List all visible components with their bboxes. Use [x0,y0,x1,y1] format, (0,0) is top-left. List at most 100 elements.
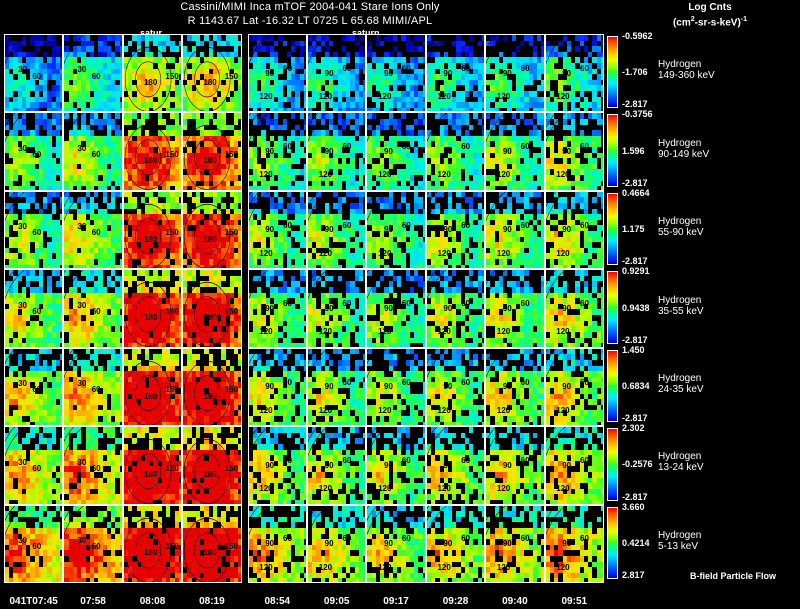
heatmap-panel[interactable]: 90 60 120 [366,505,425,583]
heatmap-panel[interactable]: 180 150 [182,34,241,112]
colorbar [607,36,618,108]
heatmap-panel[interactable]: 90 60 120 [366,191,425,269]
contour-label: 150 [225,229,238,237]
heatmap-panel[interactable]: 90 60 120 [485,348,544,426]
heatmap-panel[interactable]: 30 60 [4,34,63,112]
heatmap-panel[interactable]: 90 60 120 [307,426,366,504]
heatmap-panel[interactable]: 30 60 [63,112,122,190]
heatmap-panel[interactable]: 180 150 [182,112,241,190]
heatmap-panel[interactable]: 30 60 [63,191,122,269]
heatmap-panel[interactable]: 90 60 120 [545,348,604,426]
contour-label: 150 [165,308,178,316]
heatmap-panel[interactable]: 90 60 120 [426,191,485,269]
heatmap-panel[interactable]: 90 60 120 [366,348,425,426]
heatmap-panel[interactable]: 90 60 120 [307,348,366,426]
heatmap-panel[interactable]: 90 60 120 [248,269,307,347]
contour-label: 120 [319,328,332,336]
units-prefix: (cm [673,17,691,28]
heatmap-panel[interactable]: 30 60 [4,112,63,190]
heatmap-panel[interactable]: 180 150 [123,426,182,504]
heatmap-panel[interactable]: 90 60 120 [485,269,544,347]
heatmap-panel[interactable]: 180 150 [123,112,182,190]
heatmap-panel[interactable]: 30 60 [4,269,63,347]
colorbar-tick-bot: -2.817 [622,492,648,502]
heatmap-panel[interactable]: 90 60 120 [485,426,544,504]
heatmap-panel[interactable]: 90 60 120 [485,34,544,112]
heatmap-panel[interactable]: 90 60 120 [307,269,366,347]
colorbar-tick-top: -0.5962 [622,31,653,41]
contour-label: 180 [203,236,216,244]
heatmap-panel[interactable]: 180 150 [123,34,182,112]
heatmap-panel[interactable]: 180 150 [123,348,182,426]
heatmap-panel[interactable]: 90 60 120 [366,112,425,190]
heatmap-panel[interactable]: 180 150 [182,426,241,504]
contour-label: 60 [580,457,589,465]
heatmap-panel[interactable]: 90 60 120 [545,34,604,112]
heatmap-panel[interactable]: 180 150 [182,505,241,583]
contour-label: 30 [77,302,86,310]
pitch-angle-contours [546,427,603,503]
contour-label: 30 [18,380,27,388]
heatmap-panel[interactable]: 30 60 [63,34,122,112]
contour-label: 120 [259,407,272,415]
contour-label: 90 [384,540,393,548]
heatmap-panel[interactable]: 90 60 120 [307,191,366,269]
colorbar-units-subtitle: (cm2-sr-s-keV)-1 [620,16,800,28]
pitch-angle-contours [427,427,484,503]
heatmap-panel[interactable]: 90 60 120 [485,505,544,583]
heatmap-panel[interactable]: 180 150 [123,191,182,269]
heatmap-panel[interactable]: 30 60 [63,426,122,504]
heatmap-panel[interactable]: 90 60 120 [307,505,366,583]
contour-label: 120 [319,250,332,258]
contour-label: 60 [32,465,41,473]
heatmap-panel[interactable]: 90 60 120 [485,112,544,190]
heatmap-panel[interactable]: 90 60 120 [426,112,485,190]
heatmap-panel[interactable]: 30 60 [63,505,122,583]
heatmap-panel[interactable]: 180 150 [182,348,241,426]
heatmap-panel[interactable]: 90 60 120 [366,426,425,504]
heatmap-panel[interactable]: 90 60 120 [307,34,366,112]
contour-label: 120 [497,328,510,336]
contour-label: 90 [265,305,274,313]
heatmap-panel[interactable]: 90 60 120 [248,34,307,112]
heatmap-panel[interactable]: 30 60 [4,426,63,504]
heatmap-panel[interactable]: 30 60 [63,348,122,426]
heatmap-panel[interactable]: 90 60 120 [248,191,307,269]
heatmap-panel[interactable]: 90 60 120 [545,112,604,190]
heatmap-panel[interactable]: 30 60 [63,269,122,347]
contour-label: 90 [384,462,393,470]
heatmap-panel[interactable]: 90 60 120 [248,348,307,426]
heatmap-panel[interactable]: 30 60 [4,348,63,426]
heatmap-panel[interactable]: 90 60 120 [248,505,307,583]
contour-label: 120 [497,171,510,179]
heatmap-panel[interactable]: 90 60 120 [426,34,485,112]
heatmap-panel[interactable]: 180 150 [182,269,241,347]
heatmap-panel[interactable]: 30 60 [4,191,63,269]
colorbar [607,507,618,579]
heatmap-panel[interactable]: 90 60 120 [426,426,485,504]
heatmap-panel[interactable]: 90 60 120 [426,348,485,426]
heatmap-panel[interactable]: 180 150 [123,505,182,583]
contour-label: 90 [562,148,571,156]
heatmap-panel[interactable]: 90 60 120 [426,269,485,347]
heatmap-panel[interactable]: 90 60 120 [366,34,425,112]
pitch-angle-contours [308,113,365,189]
pitch-angle-contours [546,192,603,268]
heatmap-panel[interactable]: 180 150 [123,269,182,347]
contour-label: 150 [165,465,178,473]
heatmap-panel[interactable]: 90 60 120 [248,112,307,190]
heatmap-panel[interactable]: 90 60 120 [307,112,366,190]
heatmap-panel[interactable]: 90 60 120 [248,426,307,504]
heatmap-panel[interactable]: 90 60 120 [545,269,604,347]
heatmap-panel[interactable]: 90 60 120 [485,191,544,269]
heatmap-panel[interactable]: 90 60 120 [366,269,425,347]
heatmap-panel[interactable]: 90 60 120 [545,505,604,583]
heatmap-panel[interactable]: 90 60 120 [426,505,485,583]
heatmap-panel[interactable]: 90 60 120 [545,191,604,269]
contour-label: 30 [77,537,86,545]
heatmap-panel[interactable]: 180 150 [182,191,241,269]
heatmap-panel[interactable]: 30 60 [4,505,63,583]
heatmap-panel[interactable]: 90 60 120 [545,426,604,504]
contour-label: 180 [144,79,157,87]
